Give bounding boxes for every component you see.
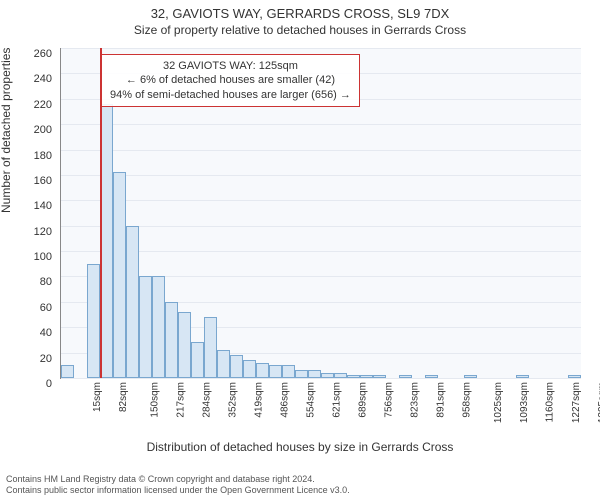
annotation-line2: ← 6% of detached houses are smaller (42) — [110, 73, 351, 87]
x-tick-label: 217sqm — [176, 382, 187, 418]
y-tick-label: 80 — [40, 276, 52, 288]
x-tick-label: 15sqm — [92, 382, 103, 412]
annotation-box: 32 GAVIOTS WAY: 125sqm ← 6% of detached … — [101, 54, 360, 107]
x-tick-label: 1160sqm — [544, 382, 555, 422]
annotation-line1: 32 GAVIOTS WAY: 125sqm — [110, 59, 351, 73]
x-axis-label: Distribution of detached houses by size … — [0, 440, 600, 454]
x-tick-label: 823sqm — [410, 382, 421, 418]
y-tick-label: 180 — [34, 150, 52, 162]
x-tick-label: 756sqm — [384, 382, 395, 418]
x-tick-label: 554sqm — [306, 382, 317, 418]
y-tick-label: 60 — [40, 302, 52, 314]
y-tick-label: 0 — [46, 378, 52, 390]
x-axis-ticks: 15sqm 82sqm 150sqm 217sqm 284sqm 352sqm 419sqm… — [60, 378, 580, 438]
y-tick-label: 140 — [34, 200, 52, 212]
y-tick-label: 240 — [34, 73, 52, 85]
y-tick-label: 200 — [34, 124, 52, 136]
y-tick-label: 40 — [40, 327, 52, 339]
y-tick-label: 120 — [34, 226, 52, 238]
x-tick-label: 891sqm — [436, 382, 447, 418]
x-tick-label: 284sqm — [202, 382, 213, 418]
footer-line2: Contains public sector information licen… — [6, 485, 350, 496]
x-tick-label: 352sqm — [228, 382, 239, 418]
footer-line1: Contains HM Land Registry data © Crown c… — [6, 474, 350, 485]
footer: Contains HM Land Registry data © Crown c… — [6, 474, 350, 496]
y-tick-label: 20 — [40, 353, 52, 365]
plot-area: 32 GAVIOTS WAY: 125sqm ← 6% of detached … — [60, 48, 581, 379]
x-tick-label: 1025sqm — [493, 382, 504, 423]
annotation-line3: 94% of semi-detached houses are larger (… — [110, 88, 351, 102]
x-tick-label: 82sqm — [118, 382, 129, 412]
x-tick-label: 486sqm — [280, 382, 291, 418]
y-axis-ticks: 020406080100120140160180200220240260 — [0, 48, 56, 378]
y-tick-label: 100 — [34, 251, 52, 263]
x-tick-label: 621sqm — [332, 382, 343, 418]
x-tick-label: 689sqm — [358, 382, 369, 418]
x-tick-label: 419sqm — [254, 382, 265, 418]
x-tick-label: 958sqm — [462, 382, 473, 418]
y-tick-label: 220 — [34, 99, 52, 111]
x-tick-label: 150sqm — [150, 382, 161, 418]
chart-container: 32, GAVIOTS WAY, GERRARDS CROSS, SL9 7DX… — [0, 0, 600, 500]
y-tick-label: 260 — [34, 48, 52, 60]
chart-subtitle: Size of property relative to detached ho… — [0, 21, 600, 37]
x-tick-label: 1227sqm — [571, 382, 582, 423]
overlay: 32 GAVIOTS WAY: 125sqm ← 6% of detached … — [61, 48, 581, 378]
y-tick-label: 160 — [34, 175, 52, 187]
chart-title: 32, GAVIOTS WAY, GERRARDS CROSS, SL9 7DX — [0, 0, 600, 21]
x-tick-label: 1093sqm — [519, 382, 530, 423]
